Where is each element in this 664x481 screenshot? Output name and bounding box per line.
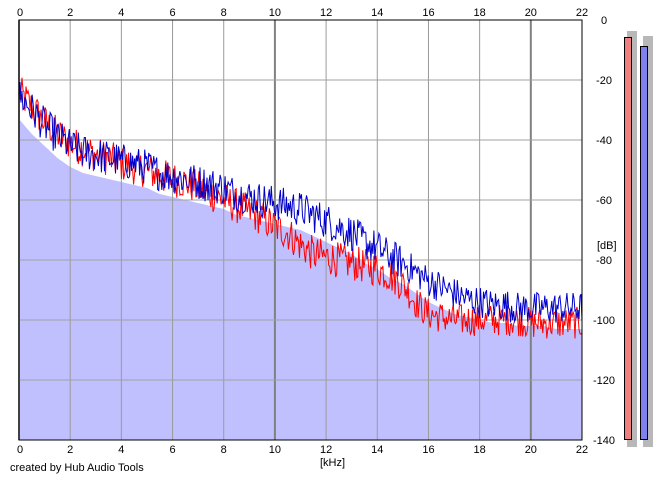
x-tick-label-top: 12 [320, 7, 332, 19]
y-ticks-right: 0 -20 -40 -60 -80 -100 -120 -140 [593, 15, 615, 447]
x-tick-label-bottom: 8 [221, 444, 227, 456]
y-axis-label: [dB] [597, 240, 617, 252]
credit-text: created by Hub Audio Tools [10, 462, 144, 474]
x-tick-label-bottom: 0 [17, 444, 23, 456]
x-tick-label-bottom: 10 [269, 444, 281, 456]
x-tick-label-top: 4 [118, 7, 124, 19]
x-tick-label-top: 18 [474, 7, 486, 19]
meter-right-shadow [643, 36, 653, 447]
level-meter-left [624, 37, 632, 440]
x-tick-label-top: 2 [67, 7, 73, 19]
series-layer [18, 77, 583, 339]
x-tick-label-bottom: 6 [169, 444, 175, 456]
x-tick-label-bottom: 22 [576, 444, 588, 456]
y-tick-label: 0 [601, 15, 607, 27]
series-line-1 [18, 81, 583, 324]
y-tick-label: -120 [593, 375, 615, 387]
area-layer [19, 119, 582, 440]
y-tick-label: -40 [596, 135, 612, 147]
x-tick-label-bottom: 18 [474, 444, 486, 456]
x-tick-label-bottom: 4 [118, 444, 124, 456]
x-tick-label-bottom: 14 [371, 444, 383, 456]
x-tick-label-top: 0 [17, 7, 23, 19]
x-ticks-top: 0 2 4 6 8 10 12 14 16 18 20 22 [17, 7, 588, 19]
x-tick-label-top: 6 [169, 7, 175, 19]
x-tick-label-bottom: 16 [422, 444, 434, 456]
x-tick-label-bottom: 12 [320, 444, 332, 456]
level-meter-right [640, 45, 648, 440]
x-tick-label-top: 16 [422, 7, 434, 19]
x-tick-label-top: 10 [269, 7, 281, 19]
plot-frame [18, 19, 583, 441]
y-tick-label: -60 [596, 195, 612, 207]
x-tick-label-bottom: 20 [525, 444, 537, 456]
x-tick-label-top: 14 [371, 7, 383, 19]
y-tick-label: -140 [593, 435, 615, 447]
meter-left-shadow [627, 31, 637, 447]
y-tick-label: -80 [596, 255, 612, 267]
y-tick-label: -20 [596, 75, 612, 87]
x-ticks-bottom: 0 2 4 6 8 10 12 14 16 18 20 22 [17, 444, 588, 456]
y-tick-label: -100 [593, 315, 615, 327]
x-tick-label-bottom: 2 [67, 444, 73, 456]
x-tick-label-top: 8 [221, 7, 227, 19]
x-tick-label-top: 22 [576, 7, 588, 19]
x-axis-label: [kHz] [320, 457, 346, 469]
series-area-2 [19, 119, 582, 440]
x-tick-label-top: 20 [525, 7, 537, 19]
